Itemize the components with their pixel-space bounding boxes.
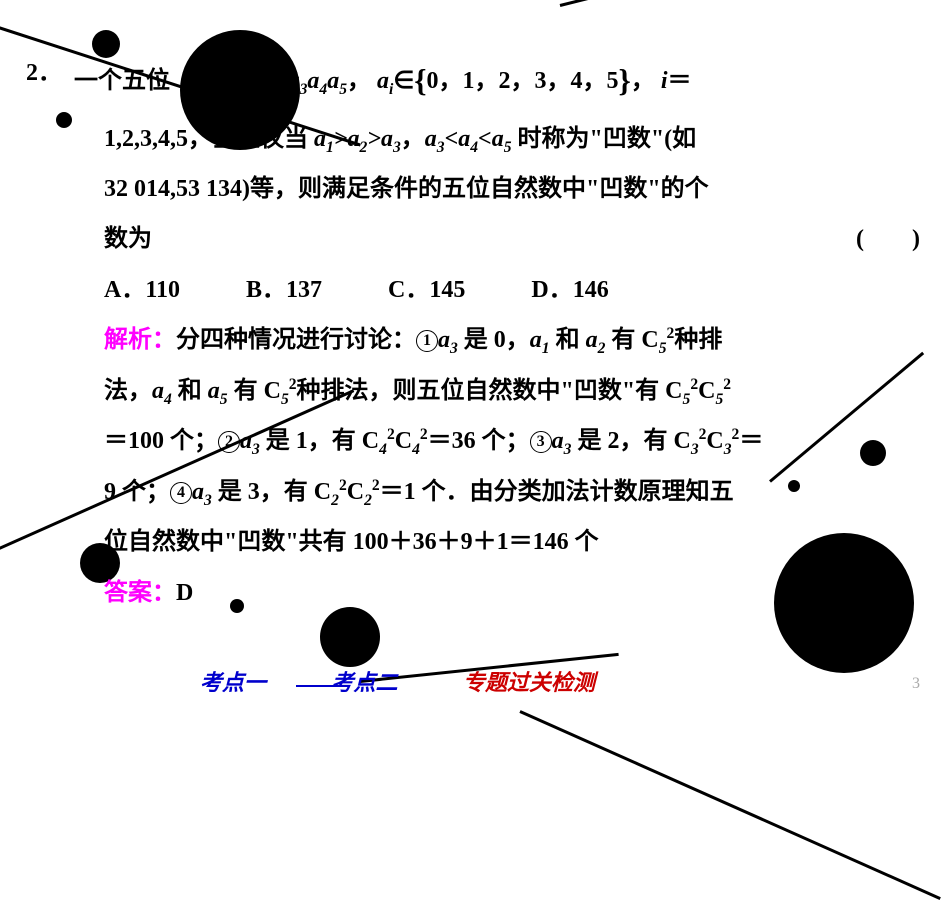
math: a5 [208,378,228,404]
text: 分四种情况进行讨论： [176,327,416,353]
text: 1,2,3,4,5，当且仅当 [104,126,314,152]
text: 有 C [605,327,658,353]
solution-label: 解析： [104,327,176,353]
math: a4 [152,378,172,404]
text: 位自然数中"凹数"共有 100＋36＋9＋1＝146 个 [104,529,599,555]
text: 和 [172,378,208,404]
text: ＝ [668,68,692,94]
text: ∈ [393,68,414,94]
brace-right: } [619,63,631,98]
text: 数为 [104,214,152,264]
nav-item-3[interactable]: 专题过关检测 [463,665,595,697]
circled-3: 3 [530,431,552,453]
slide-content: 2． 一个五位自然数 a1a2a3a4a5， ai∈{0，1，2，3，4，5}，… [30,48,920,618]
text: 一个五位 [74,68,170,94]
question-line-4: 数为 ( ) [104,214,920,264]
text: 数 [218,68,248,94]
nav-item-1[interactable]: 考点一 [200,665,266,697]
circled-1: 1 [416,330,438,352]
text: ＝100 个； [104,428,218,454]
text: 是 1，有 C [260,428,379,454]
text: C [698,378,715,404]
question-line-2: 1,2,3,4,5，当且仅当 a1>a2>a3，a3<a4<a5 时称为"凹数"… [104,114,920,165]
text: C [706,428,723,454]
text: 法， [104,378,152,404]
option-c: C．145 [388,265,465,315]
options-row: A．110 B．137 C．145 D．146 [104,265,920,315]
math-ai: ai [377,68,393,94]
math: a2 [586,327,606,353]
text: ＝1 个．由分类加法计数原理知五 [380,479,734,505]
math: a3 [192,479,212,505]
text: ＝ [739,428,763,454]
circled-4: 4 [170,482,192,504]
text: 种排法，则五位自然数中"凹数"有 C [297,378,683,404]
circled-2: 2 [218,431,240,453]
question-line-1: 一个五位自然数 a1a2a3a4a5， ai∈{0，1，2，3，4，5}， i＝ [74,48,920,114]
solution-line-1: 解析：分四种情况进行讨论：1a3 是 0，a1 和 a2 有 C52种排 [104,315,920,366]
text: 是 2，有 C [571,428,690,454]
text: ， [401,126,425,152]
option-a: A．110 [104,265,180,315]
text: 是 0， [458,327,530,353]
option-d: D．146 [531,265,608,315]
math: a1 [530,327,550,353]
text: 和 [550,327,586,353]
question-line-3: 32 014,53 134)等，则满足条件的五位自然数中"凹数"的个 [104,164,920,214]
text: ＝36 个； [428,428,530,454]
math-seq: a1a2a3a4a5 [248,68,347,94]
page-number: 3 [912,675,920,693]
text: ， [631,68,655,94]
text: C [395,428,412,454]
deco-line [560,0,950,7]
text: 是 3，有 C [212,479,331,505]
solution-line-4: 9 个；4a3 是 3，有 C22C22＝1 个．由分类加法计数原理知五 [104,467,920,518]
answer-blank: ( ) [856,214,920,264]
math-cond2: a3<a4<a5 [425,126,512,152]
solution-line-2: 法，a4 和 a5 有 C52种排法，则五位自然数中"凹数"有 C52C52 [104,366,920,417]
text: 有 C [228,378,281,404]
nav-underline [296,685,340,687]
text: C [347,479,364,505]
solution-line-3: ＝100 个；2a3 是 1，有 C42C42＝36 个；3a3 是 2，有 C… [104,416,920,467]
math: a3 [438,327,458,353]
nav-item-2[interactable]: 考点二 [332,665,398,697]
answer-line: 答案：D [104,568,920,618]
deco-line [519,710,940,900]
set-values: 0，1，2，3，4，5 [427,68,619,94]
question-number: 2． [26,48,62,98]
math: a3 [240,428,260,454]
text: 9 个； [104,479,170,505]
text: 种排 [674,327,722,353]
bottom-nav: 考点一 考点二 专题过关检测 [200,665,655,697]
brace-left: { [414,63,426,98]
text: ， [347,68,371,94]
math-i: i [661,68,668,94]
text: 时称为"凹数"(如 [512,126,697,152]
option-b: B．137 [246,265,322,315]
math: a3 [552,428,572,454]
math-cond1: a1>a2>a3 [314,126,401,152]
answer-label: 答案： [104,580,176,606]
solution-line-5: 位自然数中"凹数"共有 100＋36＋9＋1＝146 个 [104,517,920,567]
answer-value: D [176,580,193,606]
